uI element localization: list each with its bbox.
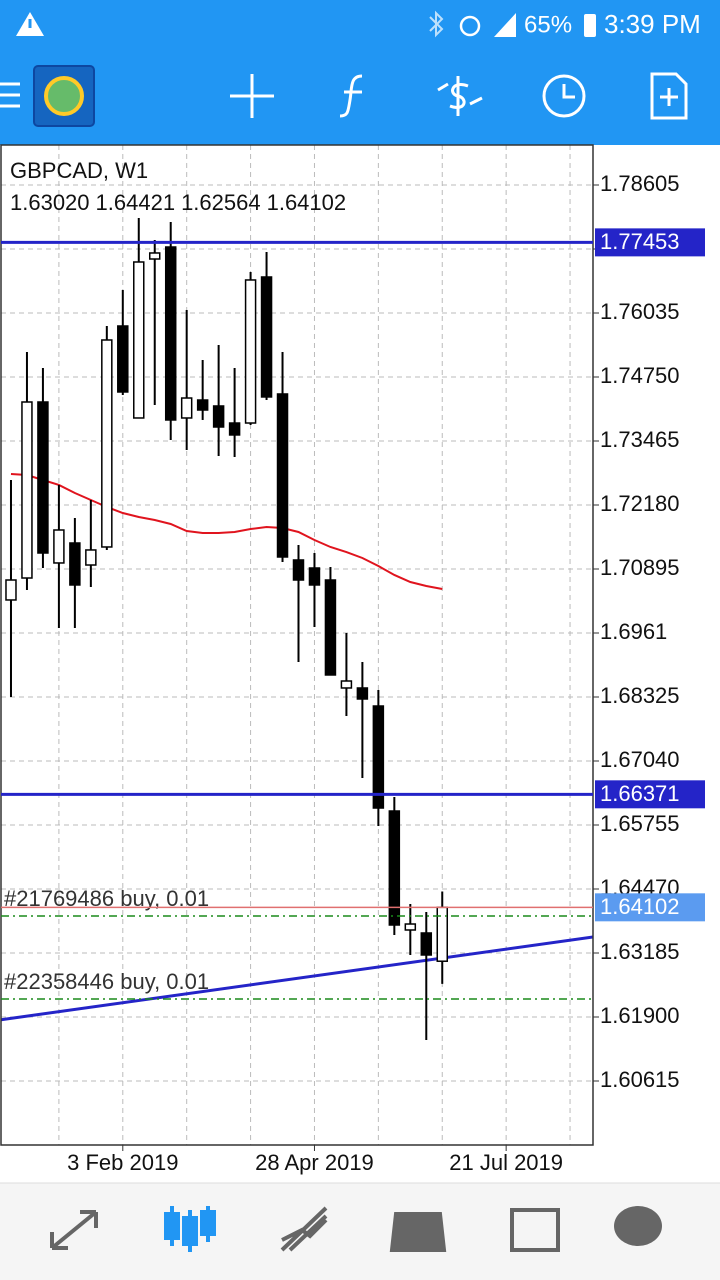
candle-body — [212, 405, 225, 428]
candle-body — [53, 529, 65, 564]
candle-body — [228, 422, 241, 436]
trade-button[interactable] — [437, 76, 483, 116]
ohlc-label: 1.63020 — [10, 190, 90, 215]
ohlc-label: 1.64421 — [96, 190, 176, 215]
bottom-nav-icons — [50, 1206, 662, 1252]
current-price-box — [595, 893, 705, 922]
candle-body — [388, 810, 401, 926]
battery-level: 65% — [524, 11, 572, 38]
period-button[interactable] — [542, 74, 586, 118]
y-tick-label: 1.68325 — [600, 683, 680, 708]
y-tick-label: 1.74750 — [600, 363, 680, 388]
alarm-icon — [459, 15, 481, 37]
y-tick-label: 1.65755 — [600, 811, 680, 836]
x-tick-label: 21 Jul 2019 — [449, 1150, 563, 1175]
candle-body — [148, 252, 161, 260]
status-icons — [16, 10, 596, 38]
candle-body — [180, 397, 193, 419]
candle-body — [37, 401, 49, 554]
candle-body — [292, 559, 305, 581]
candle-body — [85, 549, 97, 566]
history-tab[interactable] — [389, 1212, 447, 1252]
battery-icon — [584, 14, 596, 37]
clock: 3:39 PM — [604, 9, 701, 39]
candle-body — [308, 567, 321, 586]
order-label: #22358446 buy, 0.01 — [4, 969, 209, 994]
y-tick-label: 1.60615 — [600, 1067, 680, 1092]
level-label: 1.77453 — [600, 229, 680, 254]
warning-mark — [28, 19, 32, 28]
candle-body — [404, 923, 417, 931]
indicators-button[interactable] — [339, 74, 363, 118]
news-tab[interactable] — [510, 1208, 560, 1252]
x-tick-label: 28 Apr 2019 — [255, 1150, 374, 1175]
level-box — [595, 228, 705, 257]
y-tick-label: 1.72180 — [600, 491, 680, 516]
chart-tab[interactable] — [164, 1206, 216, 1252]
top-bar — [0, 0, 720, 145]
candle-body — [340, 680, 353, 689]
candle-body — [101, 339, 113, 548]
candle-body — [164, 246, 177, 421]
candle-body — [244, 279, 257, 424]
candle-body — [69, 542, 81, 586]
candle-body — [356, 687, 369, 700]
quotes-tab[interactable] — [50, 1210, 98, 1250]
y-tick-label: 1.78605 — [600, 171, 680, 196]
plot-area — [1, 145, 593, 1145]
level-label: 1.66371 — [600, 781, 680, 806]
candle-body — [196, 399, 209, 411]
ohlc-label: 1.64102 — [267, 190, 347, 215]
ohlc-label: 1.62564 — [181, 190, 261, 215]
level-box — [595, 780, 705, 809]
candle-body — [5, 579, 17, 601]
y-tick-label: 1.6961 — [600, 619, 667, 644]
bluetooth-icon — [429, 10, 444, 38]
moving-average — [10, 472, 443, 590]
candle-body — [133, 261, 145, 419]
crosshair-button[interactable] — [230, 74, 274, 118]
new-order-button[interactable] — [650, 72, 688, 120]
candle-body — [276, 393, 289, 558]
chat-tab[interactable] — [614, 1206, 662, 1246]
candle-body — [420, 932, 433, 956]
y-tick-label: 1.67040 — [600, 747, 680, 772]
trendline — [1, 935, 593, 1022]
candle-body — [117, 325, 129, 393]
bottom-nav — [0, 1183, 720, 1280]
menu-button[interactable] — [0, 82, 20, 108]
logo-globe — [44, 76, 84, 116]
candle-body — [324, 579, 337, 676]
plot-border — [0, 144, 594, 1146]
y-tick-label: 1.63185 — [600, 939, 680, 964]
y-tick-label: 1.76035 — [600, 299, 680, 324]
trade-tab[interactable] — [280, 1206, 328, 1252]
clock-hands — [562, 84, 575, 99]
y-tick-label: 1.70895 — [600, 555, 680, 580]
toolbar — [0, 65, 688, 127]
y-tick-label: 1.61900 — [600, 1003, 680, 1028]
candle-body — [260, 276, 273, 398]
x-tick-label: 3 Feb 2019 — [67, 1150, 178, 1175]
signal-icon — [494, 13, 516, 37]
current-price-label: 1.64102 — [600, 894, 680, 919]
y-tick-label: 1.73465 — [600, 427, 680, 452]
candle-body — [21, 401, 33, 579]
candle-body — [372, 705, 385, 809]
chart-title: GBPCAD, W1 — [10, 158, 148, 183]
